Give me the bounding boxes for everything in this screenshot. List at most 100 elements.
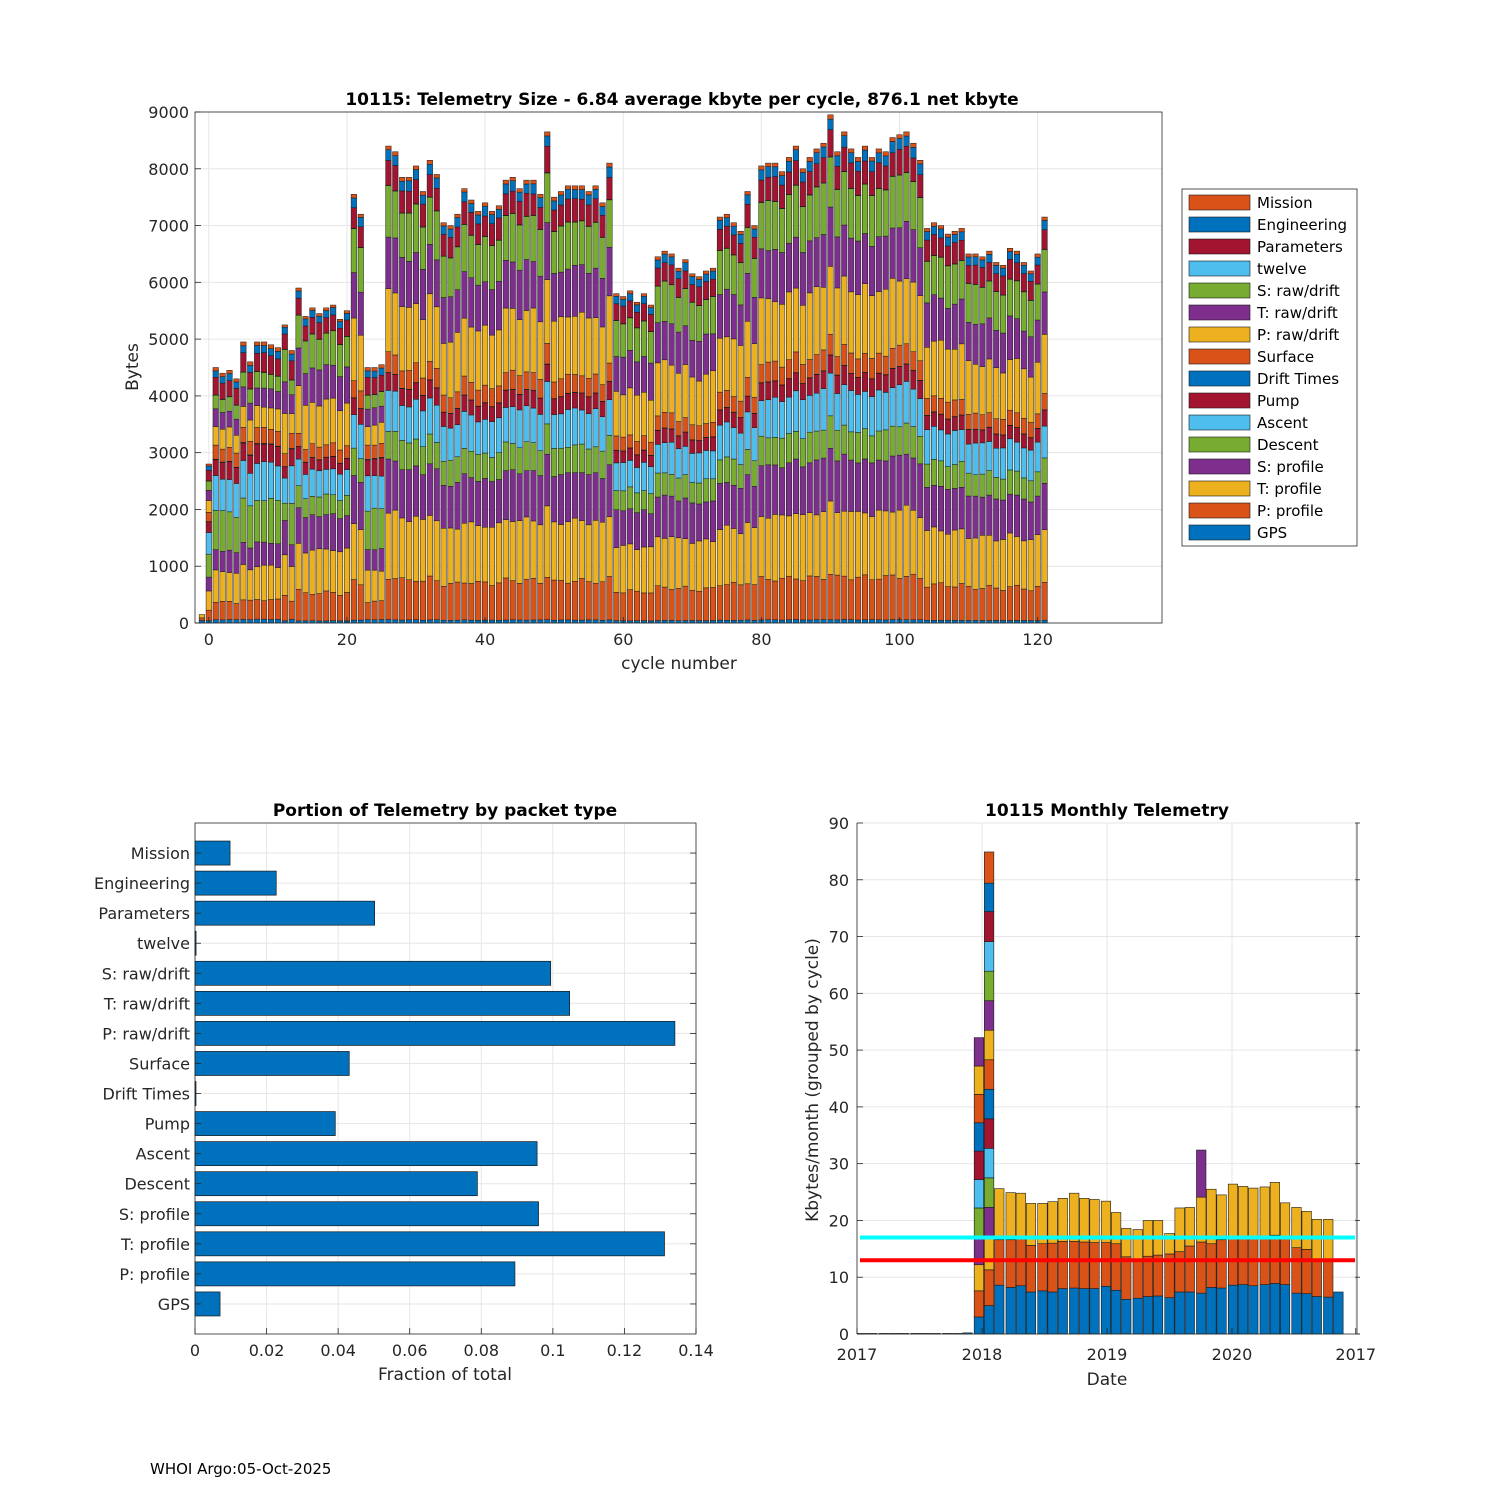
top-bar-segment (827, 574, 834, 620)
top-bar-segment (212, 370, 219, 378)
top-bar-segment (820, 457, 827, 512)
top-bar-segment (544, 423, 551, 455)
bl-y-tick-label: Mission (131, 844, 190, 863)
top-bar-segment (675, 448, 682, 479)
top-bar-segment (488, 245, 496, 290)
top-bar-segment (578, 375, 585, 394)
top-bar-segment (399, 440, 406, 470)
top-bar-segment (951, 586, 958, 621)
top-bar-segment (730, 412, 737, 428)
top-bar-segment (468, 451, 475, 478)
top-bar-segment (723, 288, 730, 338)
br-bar-segment (1132, 1258, 1143, 1299)
top-bar-segment (882, 355, 889, 375)
top-bar-segment (813, 374, 820, 394)
top-bar-segment (972, 537, 979, 590)
top-bar-segment (744, 474, 751, 523)
top-bar-segment (226, 426, 233, 448)
top-y-tick-label: 0 (179, 614, 189, 633)
top-bar-segment (896, 344, 903, 367)
top-bar-segment (661, 586, 668, 621)
top-bar-segment (240, 542, 247, 565)
top-bar-segment (993, 273, 1000, 292)
top-y-tick-label: 8000 (148, 160, 189, 179)
top-bar-segment (958, 228, 965, 233)
top-bar-segment (654, 285, 661, 323)
top-bar-segment (419, 410, 426, 447)
top-bar-segment (675, 278, 682, 298)
top-bar-segment (868, 435, 875, 464)
top-bar-segment (371, 619, 378, 624)
top-bar-segment (323, 444, 330, 458)
top-bar-segment (523, 216, 530, 260)
top-bar-segment (882, 392, 889, 431)
top-bar-segment (647, 592, 654, 622)
br-bar-segment (1291, 1292, 1302, 1335)
top-bar-segment (634, 304, 641, 313)
top-bar-segment (972, 429, 979, 444)
top-bar-segment (468, 583, 475, 621)
top-bar-segment (323, 457, 330, 470)
top-bar-segment (316, 339, 323, 371)
top-bar-segment (931, 426, 938, 460)
top-bar-segment (896, 227, 903, 282)
top-bar-segment (1041, 619, 1048, 624)
top-bar-segment (523, 310, 530, 373)
top-bar-segment (951, 263, 958, 305)
top-bar-segment (710, 270, 717, 280)
br-y-tick-label: 10 (829, 1268, 849, 1287)
top-bar-segment (392, 431, 399, 462)
top-bar-segment (965, 253, 972, 258)
br-bar-segment (984, 970, 995, 1002)
top-bar-segment (399, 388, 406, 406)
top-bar-segment (488, 223, 496, 246)
legend-swatch (1188, 414, 1251, 431)
legend-swatch (1188, 458, 1251, 475)
top-bar-segment (786, 291, 793, 361)
top-bar-segment (440, 222, 447, 227)
top-bar-segment (827, 333, 834, 356)
top-bar-segment (537, 379, 544, 399)
br-bar-segment (1047, 1291, 1058, 1335)
top-bar-segment (523, 259, 530, 311)
top-bar-segment (267, 348, 274, 356)
bl-x-tick-label: 0.04 (320, 1341, 356, 1360)
top-bar-segment (578, 311, 585, 377)
top-bar-segment (661, 494, 668, 539)
top-bar-segment (627, 300, 634, 318)
top-bar-segment (613, 303, 620, 321)
top-bar-segment (792, 149, 799, 161)
top-bar-segment (440, 225, 447, 235)
top-bar-segment (364, 444, 371, 460)
top-bar-segment (640, 295, 647, 304)
top-bar-segment (737, 417, 744, 434)
top-bar-segment (696, 440, 703, 454)
top-bar-segment (433, 188, 440, 211)
top-bar-segment (419, 619, 426, 624)
top-bar-segment (855, 432, 862, 464)
top-bar-segment (247, 388, 254, 404)
top-bar-segment (758, 435, 765, 467)
top-bar-segment (792, 619, 799, 624)
top-bar-segment (482, 581, 489, 621)
top-bar-segment (267, 429, 274, 445)
top-bar-segment (944, 401, 951, 420)
br-bar-segment (1057, 1198, 1068, 1242)
top-bar-segment (219, 376, 226, 384)
top-bar-segment (316, 593, 323, 622)
top-bar-segment (240, 460, 247, 499)
top-bar-segment (578, 619, 585, 624)
top-bar-segment (682, 270, 689, 289)
br-bar-segment (1079, 1241, 1090, 1289)
top-bar-segment (848, 188, 855, 239)
top-bar-segment (488, 457, 496, 482)
top-bar-segment (979, 323, 986, 367)
top-bar-segment (1027, 480, 1034, 503)
top-bar-segment (378, 600, 385, 620)
top-bar-segment (1013, 250, 1020, 255)
top-bar-segment (937, 460, 944, 487)
br-axes (856, 823, 1360, 1335)
top-bar-segment (323, 469, 330, 495)
top-bar-segment (564, 472, 571, 522)
top-bar-segment (254, 345, 261, 354)
